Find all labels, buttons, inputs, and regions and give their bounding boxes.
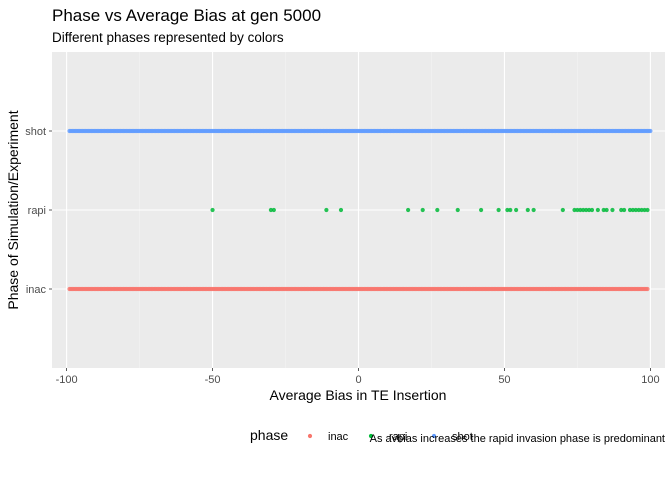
point-rapi <box>581 207 586 213</box>
point-rapi <box>622 207 627 213</box>
point-rapi <box>601 207 606 213</box>
x-tick-label: 50 <box>498 374 510 386</box>
point-rapi <box>531 207 536 213</box>
point-rapi <box>514 207 519 213</box>
x-tick-label: -50 <box>205 374 221 386</box>
point-rapi <box>435 207 440 213</box>
x-axis: -100 -50 0 50 100 <box>56 368 660 386</box>
data-points <box>67 128 653 292</box>
legend-label-rapi: rapi <box>389 431 407 443</box>
legend-label-shot: shot <box>452 431 473 443</box>
point-rapi <box>406 207 411 213</box>
point-rapi <box>604 207 609 213</box>
y-axis: inac rapi shot <box>25 126 52 296</box>
point-rapi <box>630 207 635 213</box>
point-rapi <box>525 207 530 213</box>
point-rapi <box>610 207 615 213</box>
point-rapi <box>572 207 577 213</box>
point-rapi <box>268 207 274 213</box>
point-rapi <box>642 207 647 213</box>
y-tick-label: shot <box>25 126 46 138</box>
point-rapi <box>505 207 510 213</box>
point-rapi <box>496 207 501 213</box>
point-rapi <box>589 207 595 213</box>
point-rapi <box>578 207 583 213</box>
point-rapi <box>633 207 638 213</box>
point-rapi <box>619 207 624 213</box>
point-shot <box>648 128 653 134</box>
x-tick-label: 100 <box>641 374 659 386</box>
legend-key-inac <box>307 433 313 439</box>
point-rapi <box>595 207 600 213</box>
legend: phase inac rapi shot <box>250 427 473 443</box>
chart-title: Phase vs Average Bias at gen 5000 <box>52 6 321 25</box>
legend-key-rapi <box>368 433 374 439</box>
y-tick-label: rapi <box>28 205 46 217</box>
point-rapi <box>479 207 484 213</box>
point-rapi <box>271 207 276 213</box>
chart-subtitle: Different phases represented by colors <box>52 30 284 45</box>
point-rapi <box>210 207 215 213</box>
x-tick-label: 0 <box>355 374 361 386</box>
point-rapi <box>587 207 592 213</box>
point-rapi <box>639 207 644 213</box>
point-rapi <box>324 207 329 213</box>
point-rapi <box>455 207 460 213</box>
point-rapi <box>584 207 589 213</box>
x-tick-label: -100 <box>56 374 78 386</box>
point-rapi <box>575 207 580 213</box>
point-inac <box>645 286 650 292</box>
legend-title: phase <box>250 427 288 443</box>
point-rapi <box>338 207 344 213</box>
point-rapi <box>420 207 425 213</box>
point-rapi <box>636 207 641 213</box>
point-rapi <box>508 207 513 213</box>
point-rapi <box>645 207 650 213</box>
point-rapi <box>560 207 565 213</box>
point-rapi <box>627 207 633 213</box>
x-axis-title: Average Bias in TE Insertion <box>270 387 447 403</box>
legend-label-inac: inac <box>328 431 349 443</box>
y-axis-title: Phase of Simulation/Experiment <box>5 110 21 309</box>
chart-caption: As avbias increases the rapid invasion p… <box>370 433 665 445</box>
legend-key-shot <box>431 433 437 439</box>
y-tick-label: inac <box>26 284 47 296</box>
